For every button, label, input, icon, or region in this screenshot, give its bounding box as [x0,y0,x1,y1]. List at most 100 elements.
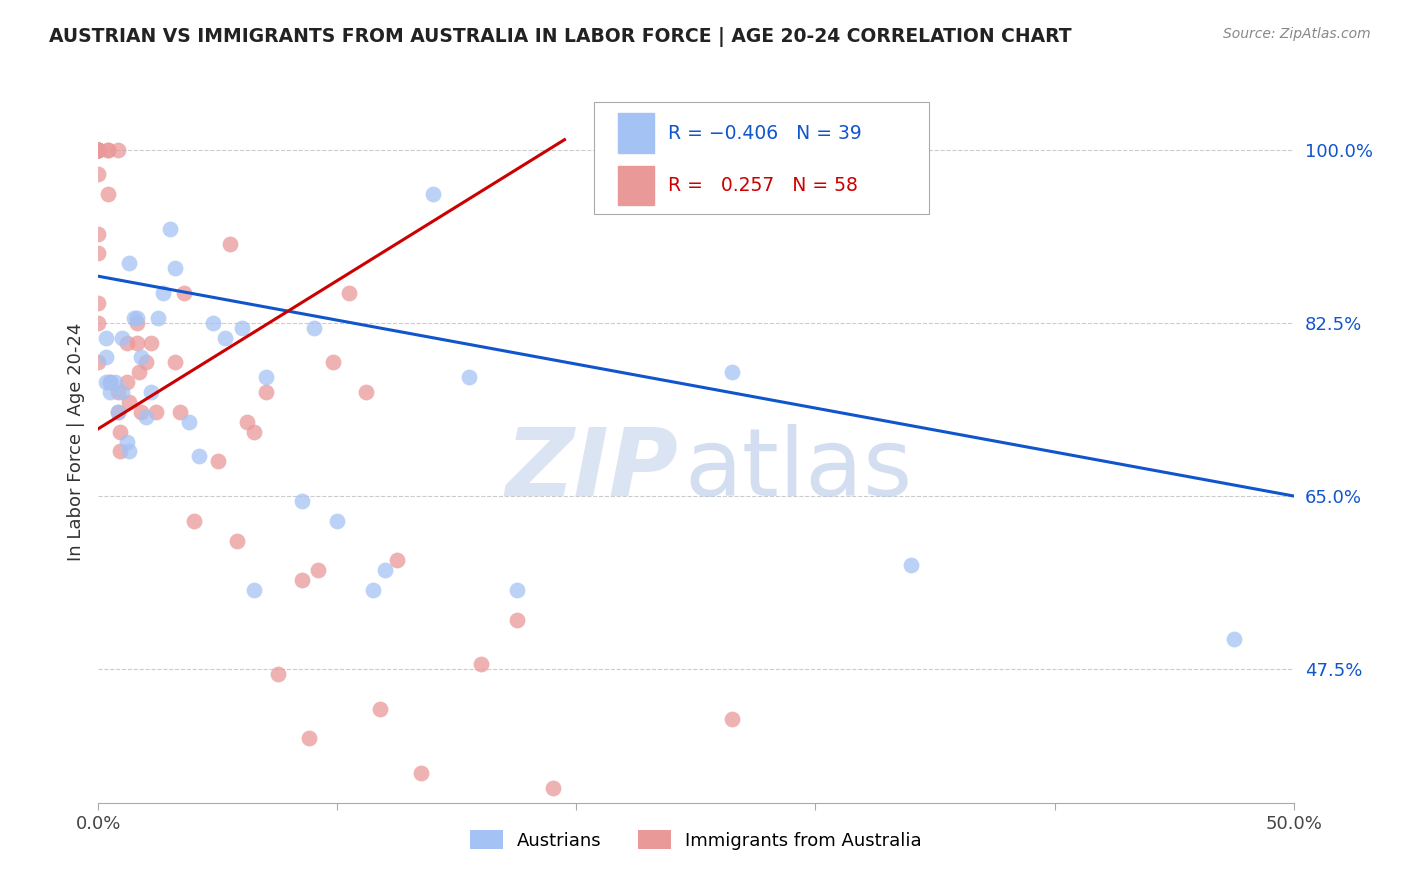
Point [94,351,117,365]
Point [326,514,349,528]
Point [87,143,110,157]
Point [98,375,122,389]
Point [159,221,181,235]
Point [254,370,277,384]
Point [97,143,120,157]
Point [183,514,205,528]
Point [267,667,290,681]
Point [135,409,157,424]
Point [173,286,195,301]
Point [131,351,153,365]
Point [87,246,110,260]
Point [214,330,236,344]
Point [87,296,110,310]
Point [115,434,138,449]
Point [108,444,131,458]
Text: Source: ZipAtlas.com: Source: ZipAtlas.com [1223,27,1371,41]
Point [322,355,344,369]
Point [139,335,162,350]
Point [900,558,922,573]
Point [87,143,110,157]
Point [107,405,129,419]
Text: ZIP: ZIP [505,425,678,516]
Point [87,143,110,157]
Point [721,712,744,726]
Point [111,330,134,344]
Point [354,385,377,400]
Point [541,780,564,795]
Point [87,167,110,181]
Point [87,355,110,369]
Point [104,375,127,389]
Point [231,320,253,334]
Point [254,385,277,400]
Point [187,450,209,464]
Legend: Austrians, Immigrants from Australia: Austrians, Immigrants from Australia [461,822,931,859]
Point [87,143,110,157]
Point [139,385,162,400]
Point [118,395,141,409]
Point [179,415,201,429]
Point [87,143,110,157]
Point [243,582,266,597]
Text: atlas: atlas [685,425,912,516]
Point [363,582,385,597]
Point [169,405,191,419]
Point [506,582,529,597]
Y-axis label: In Labor Force | Age 20-24: In Labor Force | Age 20-24 [66,322,84,561]
Point [128,365,150,379]
Point [94,330,117,344]
Text: R = −0.406   N = 39: R = −0.406 N = 39 [668,124,862,143]
Point [370,702,392,716]
Point [118,256,141,270]
Point [339,286,361,301]
Point [107,405,129,419]
Point [107,385,129,400]
Point [118,444,141,458]
Point [131,405,153,419]
Point [207,454,229,468]
Point [307,563,329,577]
Point [107,143,129,157]
Point [411,766,433,780]
Point [291,573,314,587]
Point [125,335,148,350]
Point [235,415,257,429]
Point [226,533,249,548]
Point [243,425,266,439]
Text: R =   0.257   N = 58: R = 0.257 N = 58 [668,177,858,195]
Point [125,316,148,330]
Point [87,143,110,157]
Point [148,310,170,325]
Point [385,553,409,567]
Point [374,563,396,577]
Point [470,657,492,672]
Point [458,370,481,384]
Point [145,405,167,419]
Point [98,385,122,400]
Point [124,310,146,325]
Point [115,335,138,350]
Bar [619,166,654,205]
Point [219,236,242,251]
Point [98,375,122,389]
Point [1223,632,1246,647]
Point [87,143,110,157]
Text: AUSTRIAN VS IMMIGRANTS FROM AUSTRALIA IN LABOR FORCE | AGE 20-24 CORRELATION CHA: AUSTRIAN VS IMMIGRANTS FROM AUSTRALIA IN… [49,27,1071,46]
Point [163,261,186,276]
Point [298,731,321,746]
Point [97,143,120,157]
Point [152,286,174,301]
Point [108,425,131,439]
Point [135,355,157,369]
Point [125,310,148,325]
Point [422,187,444,202]
Point [115,375,138,389]
Bar [619,113,654,153]
Point [87,227,110,241]
Point [97,187,120,202]
FancyBboxPatch shape [595,102,929,214]
Point [87,316,110,330]
Point [202,316,225,330]
Point [721,365,744,379]
